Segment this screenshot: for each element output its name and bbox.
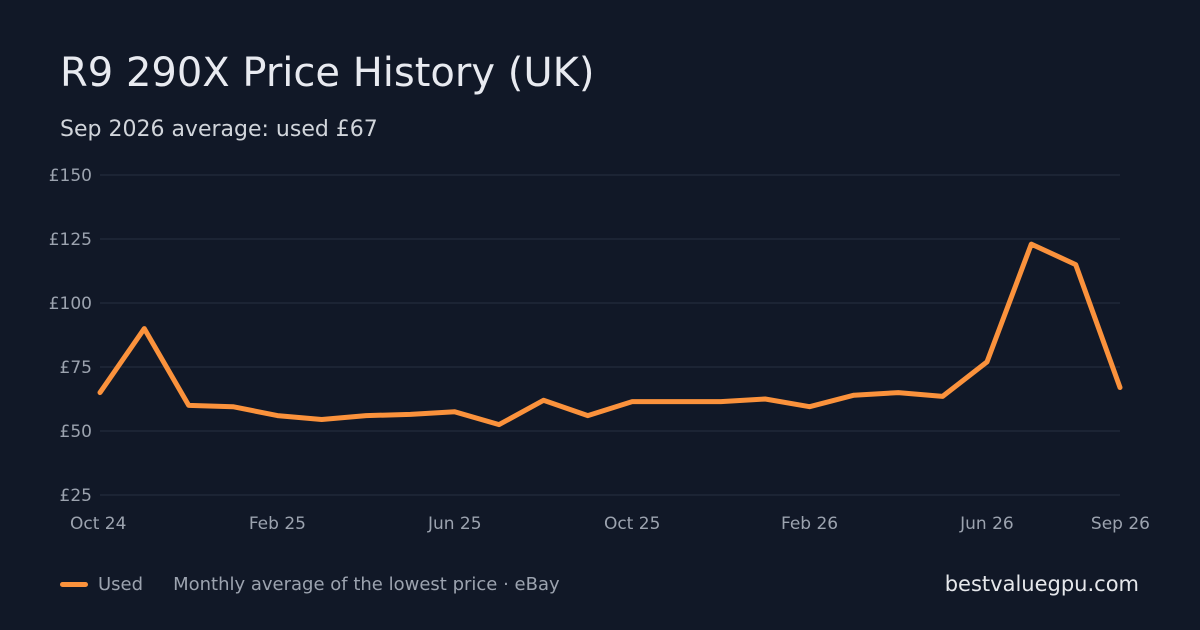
x-axis-ticks: Oct 24 Feb 25 Jun 25 Oct 25 Feb 26 Jun 26 Sep … bbox=[70, 514, 1150, 534]
y-axis-ticks: £25 £50 £75 £100 £125 £150 bbox=[49, 166, 92, 506]
legend-label-used: Used bbox=[98, 574, 144, 595]
chart-subtitle: Sep 2026 average: used £67 bbox=[60, 117, 378, 142]
y-tick-label: £125 bbox=[49, 230, 92, 250]
x-tick-label: Jun 26 bbox=[959, 514, 1014, 534]
x-tick-label: Sep 26 bbox=[1091, 514, 1150, 534]
legend-swatch-used bbox=[60, 582, 88, 587]
x-tick-label: Feb 25 bbox=[249, 514, 306, 534]
chart-footer: Used Monthly average of the lowest price… bbox=[60, 574, 560, 595]
brand-link[interactable]: bestvaluegpu.com bbox=[944, 572, 1139, 596]
x-tick-label: Feb 26 bbox=[781, 514, 838, 534]
series-line-used bbox=[97, 241, 1123, 428]
series-layer bbox=[97, 241, 1123, 428]
chart-title: R9 290X Price History (UK) bbox=[60, 50, 595, 96]
y-tick-label: £25 bbox=[60, 486, 92, 506]
gridlines bbox=[100, 174, 1120, 496]
source-note: Monthly average of the lowest price · eB… bbox=[173, 574, 560, 595]
y-tick-label: £150 bbox=[49, 166, 92, 186]
y-tick-label: £50 bbox=[60, 422, 92, 442]
y-tick-label: £100 bbox=[49, 294, 92, 314]
x-tick-label: Oct 25 bbox=[604, 514, 660, 534]
y-tick-label: £75 bbox=[60, 358, 92, 378]
x-tick-label: Oct 24 bbox=[70, 514, 126, 534]
x-tick-label: Jun 25 bbox=[427, 514, 482, 534]
